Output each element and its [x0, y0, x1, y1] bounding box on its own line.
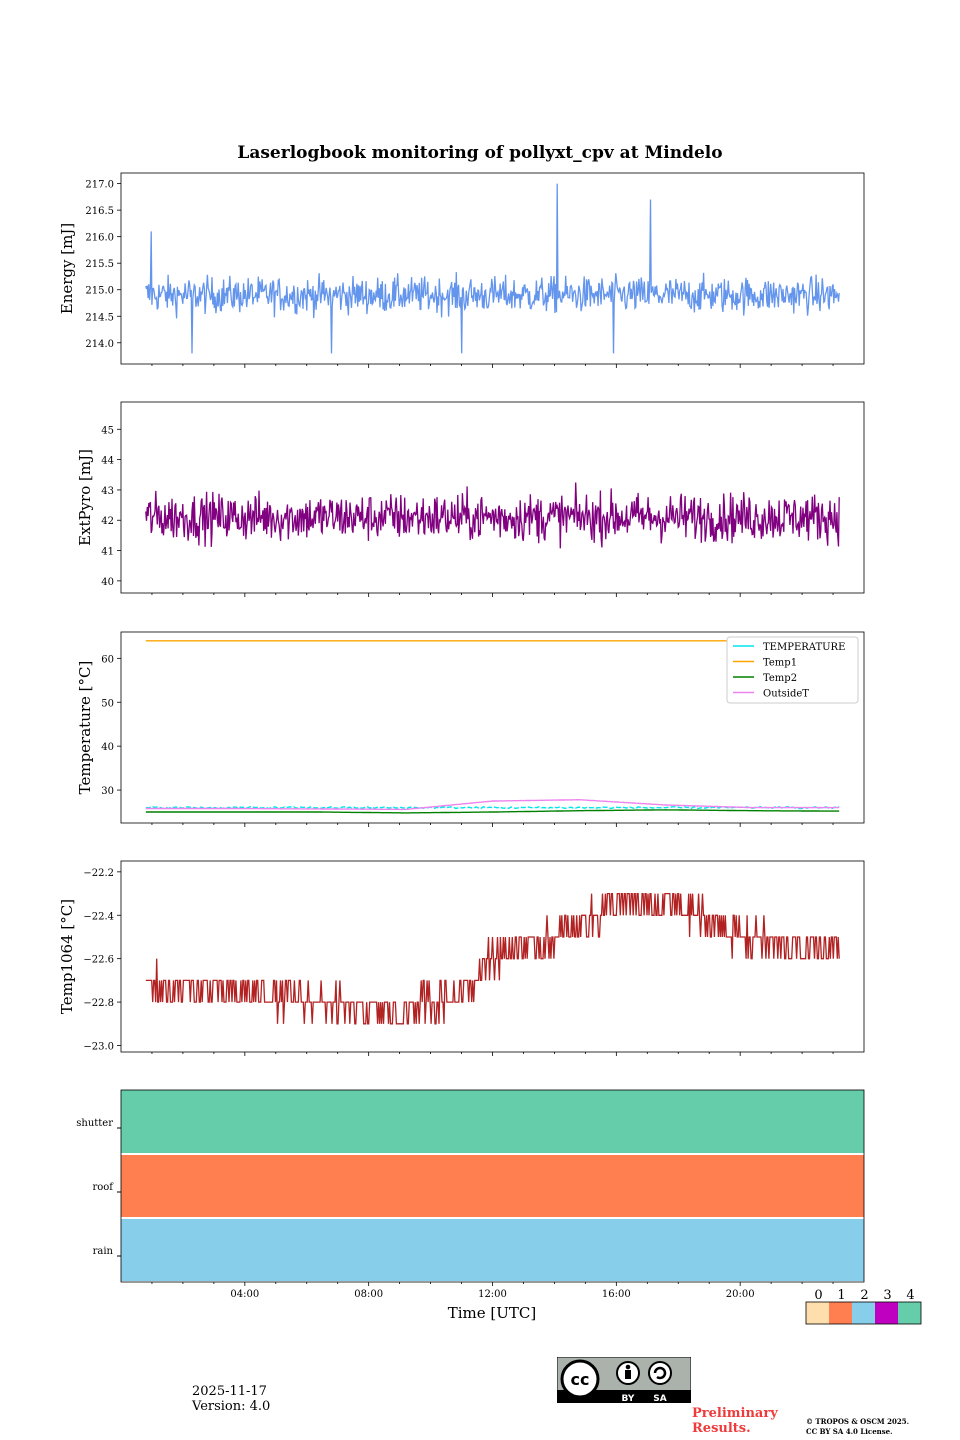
colorbar-cell: [898, 1302, 921, 1324]
legend-label: OutsideT: [763, 689, 809, 700]
legend-box: [726, 636, 859, 704]
y-tick-label: −23.0: [83, 1041, 114, 1052]
colorbar-cell: [829, 1302, 852, 1324]
panel-3: 30 40 50 60 Temperature [°C] TEMPERATURE Temp1…: [76, 631, 865, 827]
chart-panels: 214.0 214.5 215.0 215.5 216.0 216.5 217.0 Energ…: [58, 172, 865, 1300]
x-axis-label: Time [UTC]: [448, 1304, 537, 1322]
x-tick-label: 04:00: [230, 1289, 259, 1300]
footer-version: Version: 4.0: [192, 1399, 271, 1414]
panel-1: 214.0 214.5 215.0 215.5 216.0 216.5 217.0 Energ…: [58, 172, 865, 368]
legend-label: Temp2: [763, 673, 797, 684]
y-tick-label: 44: [101, 456, 114, 467]
sa-share-icon: [648, 1361, 672, 1385]
y-axis-label: Energy [mJ]: [58, 223, 76, 314]
legend-label: TEMPERATURE: [763, 642, 845, 653]
x-tick-label: 20:00: [726, 1289, 755, 1300]
y-tick-label: 216.0: [85, 233, 114, 244]
y-axis-label: ExtPyro [mJ]: [76, 449, 94, 546]
y-tick-label: 42: [101, 516, 114, 527]
y-tick-label: 215.5: [85, 259, 114, 270]
status-row-label: roof: [92, 1182, 114, 1193]
panel-2: 40 41 42 43 44 45 ExtPyro [mJ]: [76, 401, 865, 597]
panel-5: shutter roof rain 04:00 08:00 12:00 16:00 20:00: [76, 1089, 865, 1300]
colorbar-cell: [875, 1302, 898, 1324]
colorbar-label: 4: [906, 1288, 914, 1303]
y-tick-label: 214.0: [85, 339, 114, 350]
series-line-extpyro: [145, 482, 840, 549]
preliminary-note: Preliminary Results.: [692, 1406, 778, 1436]
plot-frame: [120, 172, 865, 365]
y-tick-label: 215.0: [85, 286, 114, 297]
x-tick-label: 12:00: [478, 1289, 507, 1300]
x-tick-label: 16:00: [602, 1289, 631, 1300]
y-tick-label: 40: [101, 742, 114, 753]
plot-frame: [120, 401, 865, 594]
y-tick-label: −22.4: [83, 911, 114, 922]
footer-date: 2025-11-17: [192, 1384, 267, 1399]
badge-sa-label: SA: [653, 1394, 666, 1403]
y-tick-label: 214.5: [85, 312, 114, 323]
y-tick-label: 60: [101, 654, 114, 665]
legend-label: Temp1: [763, 658, 797, 669]
chart-title: Laserlogbook monitoring of pollyxt_cpv a…: [237, 143, 722, 163]
colorbar-label: 3: [883, 1288, 891, 1303]
y-axis-label: Temperature [°C]: [76, 661, 94, 795]
series-line-temp2: [145, 809, 840, 814]
y-tick-label: 216.5: [85, 206, 114, 217]
y-tick-label: 41: [101, 547, 114, 558]
badge-by-label: BY: [622, 1394, 635, 1403]
colorbar-cell: [852, 1302, 875, 1324]
colorbar-label: 1: [837, 1288, 845, 1303]
colorbar-label: 0: [814, 1288, 822, 1303]
svg-text:cc: cc: [571, 1370, 590, 1389]
series-line-energy: [145, 183, 840, 354]
status-row-label: shutter: [76, 1118, 113, 1129]
y-tick-label: 43: [101, 486, 114, 497]
y-tick-label: −22.8: [83, 998, 114, 1009]
y-tick-label: 40: [101, 577, 114, 588]
x-tick-label: 08:00: [354, 1289, 383, 1300]
status-bar-rain: [121, 1219, 864, 1281]
panel-4: −22.2 −22.4 −22.6 −22.8 −23.0 Temp1064 [°C]: [58, 860, 865, 1056]
y-tick-label: −22.2: [83, 868, 114, 879]
series-line-outsidet: [145, 798, 840, 811]
y-tick-label: 30: [101, 786, 114, 797]
legend: TEMPERATURE Temp1 Temp2 OutsideT: [726, 636, 859, 704]
y-tick-label: 45: [101, 425, 114, 436]
copyright-line-2: CC BY SA 4.0 License.: [806, 1427, 893, 1436]
copyright-line-1: © TROPOS & OSCM 2025.: [806, 1417, 910, 1426]
status-bar-shutter: [121, 1090, 864, 1153]
y-tick-label: 217.0: [85, 180, 114, 191]
cc-license-badge: cc BY SA: [557, 1357, 691, 1403]
y-axis-label: Temp1064 [°C]: [58, 899, 76, 1014]
cc-icon: [560, 1359, 600, 1399]
footer-meta: 2025-11-17 Version: 4.0: [192, 1384, 270, 1414]
colorbar-frame: [805, 1301, 922, 1325]
y-tick-label: 50: [101, 698, 114, 709]
colorbar-label: 2: [860, 1288, 868, 1303]
copyright-note: © TROPOS & OSCM 2025. CC BY SA 4.0 Licen…: [806, 1417, 909, 1437]
colorbar-cell: [806, 1302, 829, 1324]
series-line-temp1064: [145, 892, 840, 1025]
status-row-label: rain: [93, 1246, 114, 1257]
y-tick-label: −22.6: [83, 955, 114, 966]
status-bar-roof: [121, 1155, 864, 1217]
